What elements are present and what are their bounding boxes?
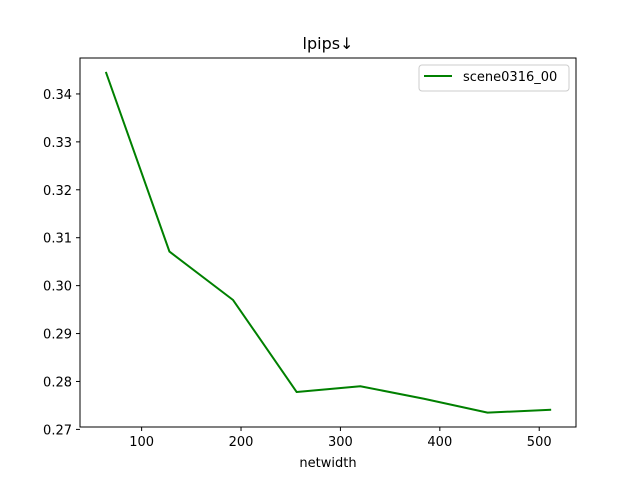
y-tick-label: 0.32 [43,184,72,199]
y-tick-label: 0.31 [43,232,72,247]
legend-box [418,64,570,92]
y-tick-label: 0.28 [43,375,72,390]
y-axis: 0.27 0.28 0.29 0.30 0.31 0.32 0.33 0.34 [43,88,80,438]
y-tick-label: 0.33 [43,136,72,151]
x-axis: 100 200 300 400 500 [129,427,552,450]
x-tick-label: 400 [427,435,452,450]
x-tick-label: 500 [527,435,552,450]
x-tick-label: 300 [328,435,353,450]
plot-frame [79,57,577,428]
series-layer [104,71,552,414]
legend-label: scene0316_00 [463,70,557,85]
x-tick-label: 100 [129,435,154,450]
y-tick-label: 0.27 [43,423,72,438]
y-tick-label: 0.34 [43,88,72,103]
x-tick-label: 200 [229,435,254,450]
y-tick-label: 0.30 [43,280,72,295]
legend: scene0316_00 [418,64,570,92]
series-line [104,71,552,414]
chart-title: lpips↓ [303,34,354,53]
y-tick-label: 0.29 [43,328,72,343]
x-axis-label: netwidth [299,456,356,471]
